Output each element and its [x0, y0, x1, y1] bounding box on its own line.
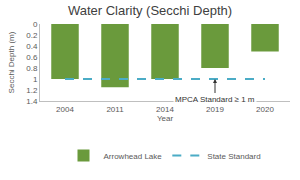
svg-text:1.2: 1.2	[26, 86, 38, 95]
svg-text:0.8: 0.8	[26, 64, 38, 73]
svg-text:2004: 2004	[56, 105, 74, 114]
svg-text:State Standard: State Standard	[207, 152, 260, 161]
svg-text:0.4: 0.4	[26, 42, 38, 51]
svg-text:1: 1	[33, 75, 38, 84]
svg-text:2014: 2014	[156, 105, 174, 114]
svg-text:1.4: 1.4	[26, 97, 38, 106]
svg-text:MPCA Standard ≥ 1 m: MPCA Standard ≥ 1 m	[175, 95, 255, 104]
svg-text:Secchi Depth (m): Secchi Depth (m)	[7, 31, 16, 93]
svg-text:Year: Year	[157, 114, 174, 123]
svg-text:Water Clarity (Secchi Depth): Water Clarity (Secchi Depth)	[68, 3, 232, 18]
svg-text:0: 0	[33, 20, 38, 29]
svg-text:0.2: 0.2	[26, 31, 38, 40]
svg-text:2020: 2020	[256, 105, 274, 114]
svg-text:2019: 2019	[206, 105, 224, 114]
svg-text:Arrowhead Lake: Arrowhead Lake	[104, 152, 163, 161]
svg-text:2011: 2011	[106, 105, 124, 114]
svg-text:0.6: 0.6	[26, 53, 38, 62]
